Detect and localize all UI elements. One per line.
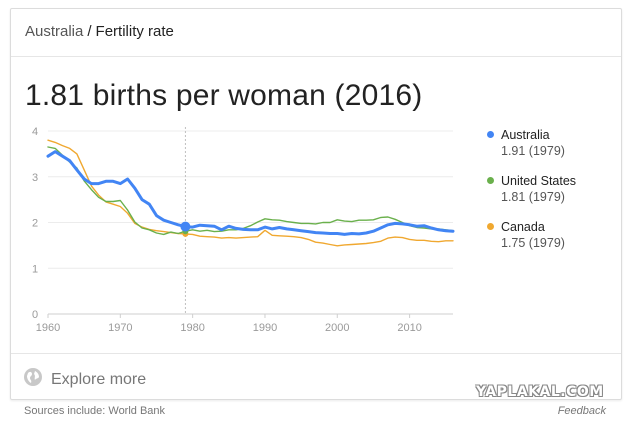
legend-item-australia[interactable]: Australia 1.91 (1979) [487,127,617,159]
legend-marker [487,131,494,138]
watermark-logo: YAPLAKAL.COM [476,384,604,400]
x-tick-label: 2010 [397,322,421,334]
legend-label: Australia [501,128,550,142]
x-tick-label: 2000 [325,322,349,334]
explore-more-button[interactable]: Explore more [23,367,146,392]
x-tick-label: 1990 [253,322,277,334]
chart-legend: Australia 1.91 (1979) United States 1.81… [487,127,617,265]
y-tick-label: 3 [32,172,38,184]
headline-value: 1.81 births per woman (2016) [25,79,423,112]
highlight-point-australia[interactable] [180,221,191,232]
legend-value: 1.91 (1979) [501,144,565,158]
breadcrumb-separator: / [87,23,92,40]
legend-value: 1.81 (1979) [501,190,565,204]
series-line-australia[interactable] [46,150,455,236]
y-tick-label: 4 [32,126,38,138]
breadcrumb-country[interactable]: Australia [25,23,84,40]
y-tick-label: 0 [32,309,38,321]
legend-marker [487,177,494,184]
header-divider [11,56,621,57]
series-line-canada[interactable] [47,139,454,247]
feedback-link[interactable]: Feedback [557,405,606,417]
sources-text: Sources include: World Bank [24,405,166,417]
legend-value: 1.75 (1979) [501,236,565,250]
legend-label: Canada [501,220,545,234]
footer-divider [11,353,621,354]
y-tick-label: 2 [32,218,38,230]
x-tick-label: 1980 [180,322,204,334]
x-tick-label: 1970 [108,322,132,334]
y-tick-label: 1 [32,263,38,275]
explore-more-label: Explore more [51,370,147,388]
legend-marker [487,223,494,230]
breadcrumb: Australia / Fertility rate [25,23,174,40]
legend-label: United States [501,174,577,188]
series-line-united-states[interactable] [47,146,454,236]
legend-item-canada[interactable]: Canada 1.75 (1979) [487,219,617,251]
breadcrumb-topic: Fertility rate [95,23,174,40]
globe-icon [23,367,43,392]
legend-item-united-states[interactable]: United States 1.81 (1979) [487,173,617,205]
x-tick-label: 1960 [36,322,60,334]
